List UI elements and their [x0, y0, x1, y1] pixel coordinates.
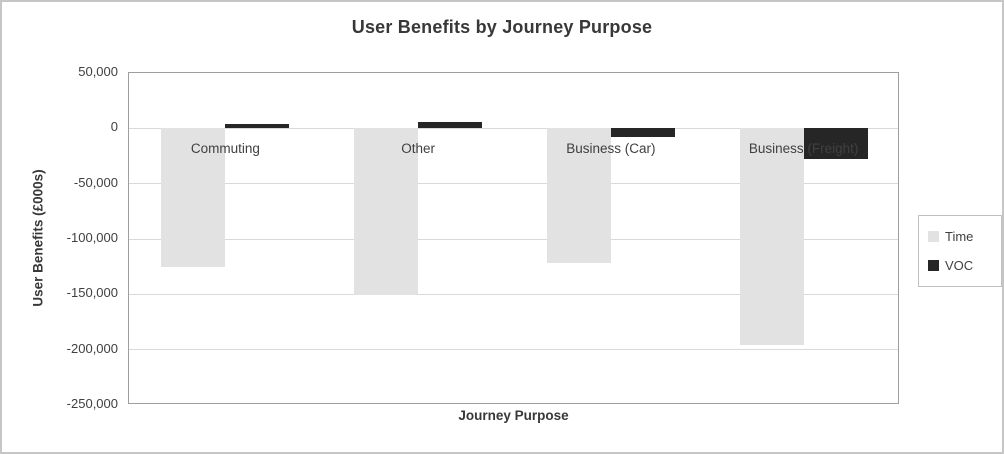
bar-voc-3 [803, 128, 868, 160]
bar-voc-2 [610, 128, 675, 138]
legend-item-voc: VOC [928, 258, 1001, 273]
plot-area: Commuting Other Business (Car) Business (Fr… [128, 72, 899, 404]
gridline [129, 183, 898, 185]
gridline [129, 349, 898, 351]
bar-time-0 [161, 128, 226, 267]
legend-item-time: Time [928, 229, 1001, 244]
bar-voc-1 [418, 121, 483, 129]
chart-title: User Benefits by Journey Purpose [351, 17, 653, 37]
x-category-label: Other [401, 141, 435, 157]
legend-label-time: Time [945, 229, 974, 245]
gridline [129, 293, 898, 295]
y-tick-label: 0 [110, 119, 118, 135]
legend-label-voc: VOC [945, 257, 974, 273]
y-tick-label: -50,000 [73, 174, 118, 190]
gridline [129, 127, 898, 129]
x-axis-title: Journey Purpose [458, 408, 569, 423]
bar-time-3 [739, 128, 804, 346]
x-category-label: Business (Freight) [748, 141, 859, 157]
x-category-label: Business (Car) [566, 141, 656, 157]
y-tick-label: -200,000 [66, 340, 118, 356]
time-series-swatch-icon [928, 231, 939, 243]
y-tick-label: -100,000 [66, 230, 118, 245]
y-tick-label: 50,000 [78, 64, 118, 79]
bar-time-1 [354, 128, 419, 296]
y-tick-label: -150,000 [66, 285, 118, 301]
bar-voc-0 [225, 123, 290, 129]
bar-time-2 [546, 128, 611, 264]
voc-series-swatch-icon [928, 259, 939, 271]
gridline [129, 238, 898, 240]
x-category-label: Commuting [190, 141, 260, 157]
y-tick-label: -250,000 [66, 396, 118, 411]
legend: Time VOC [918, 215, 1002, 287]
